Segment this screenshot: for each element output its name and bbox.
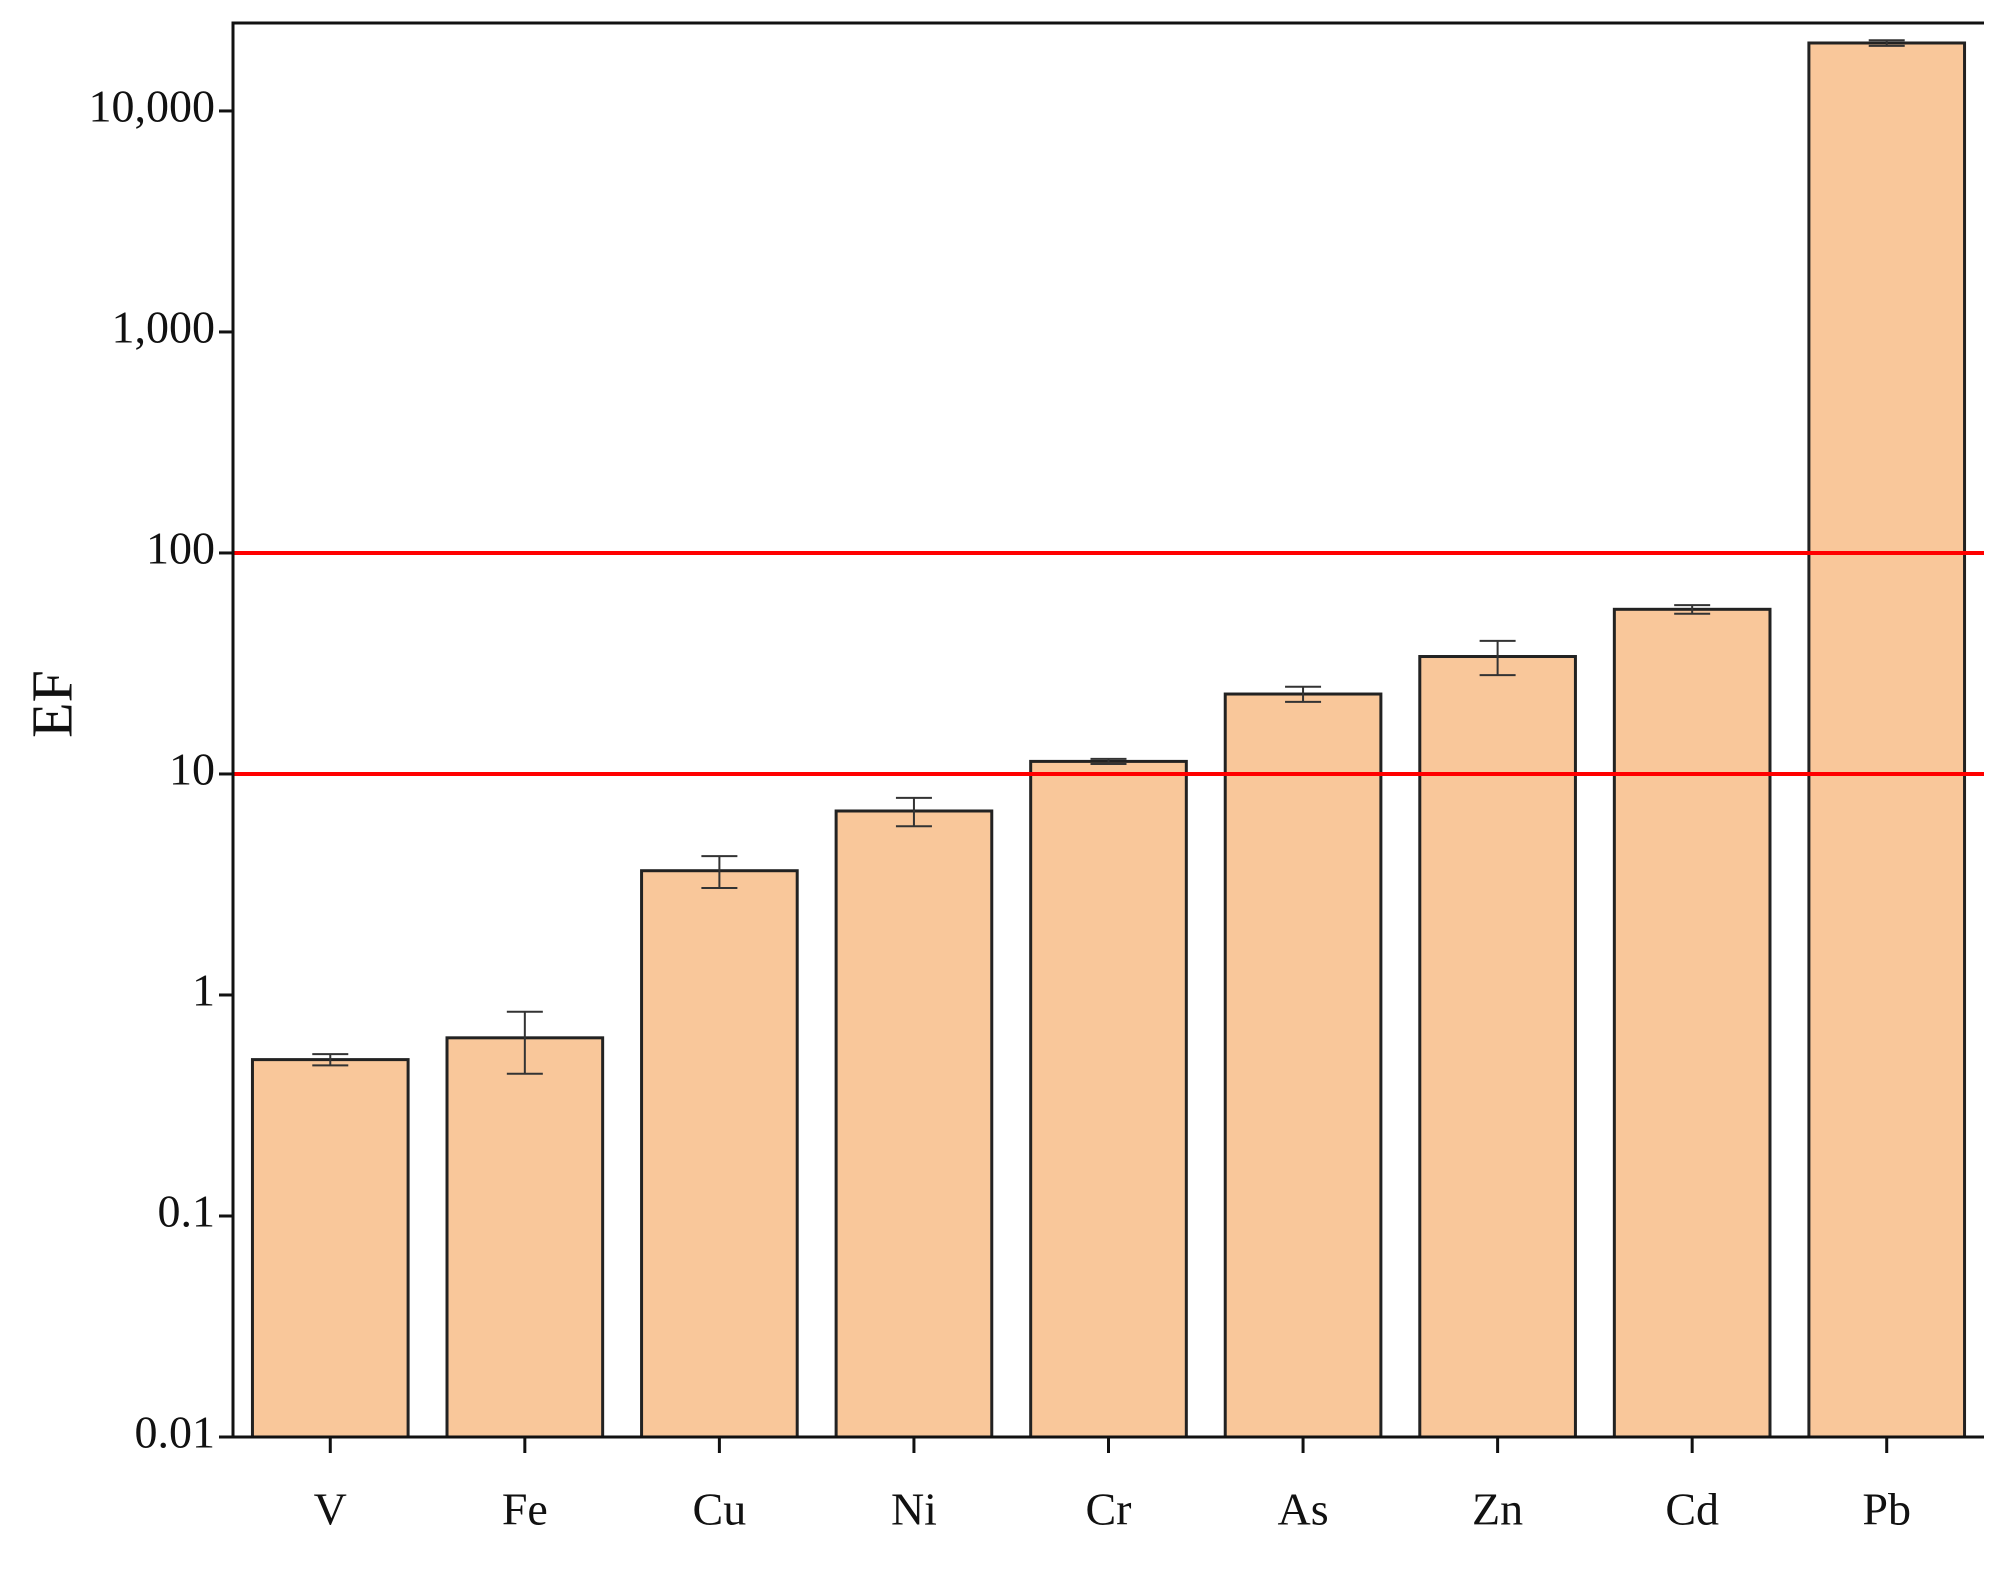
x-tick-label: As [1277, 1484, 1328, 1535]
error-bar [1090, 757, 1127, 765]
bar [1029, 759, 1188, 1439]
bar [1223, 692, 1383, 1439]
x-tick-label: Fe [502, 1484, 548, 1535]
x-tick-label: V [314, 1484, 347, 1535]
x-tick-label: Cd [1665, 1484, 1719, 1535]
error-bar [1868, 39, 1905, 47]
y-tick-label: 0.01 [135, 1407, 216, 1458]
y-tick-label: 1 [192, 965, 215, 1016]
bar [250, 1058, 410, 1439]
bar [640, 869, 799, 1439]
y-tick-label: 0.1 [158, 1186, 216, 1237]
error-bar [1285, 685, 1322, 703]
x-tick-label: Ni [891, 1484, 937, 1535]
bar [1418, 655, 1577, 1439]
error-bar [506, 1010, 543, 1075]
error-bar [312, 1053, 349, 1067]
y-tick-label: 100 [146, 523, 215, 574]
error-bar [1674, 604, 1711, 615]
x-tick-label: Cu [693, 1484, 747, 1535]
y-axis-label: EF [19, 670, 84, 738]
bar [834, 809, 994, 1439]
bar [1807, 41, 1967, 1439]
bar [445, 1036, 605, 1439]
x-tick-label: Zn [1472, 1484, 1523, 1535]
y-tick-label: 10 [169, 744, 215, 795]
x-tick-label: Pb [1862, 1484, 1911, 1535]
error-bar [701, 855, 738, 889]
y-tick-label: 1,000 [112, 302, 216, 353]
y-tick-label: 10,000 [89, 81, 216, 132]
axis-frame [231, 21, 1984, 1439]
error-bar [895, 796, 932, 828]
error-bar [1479, 639, 1516, 677]
x-tick-label: Cr [1086, 1484, 1132, 1535]
bar [1612, 607, 1772, 1439]
